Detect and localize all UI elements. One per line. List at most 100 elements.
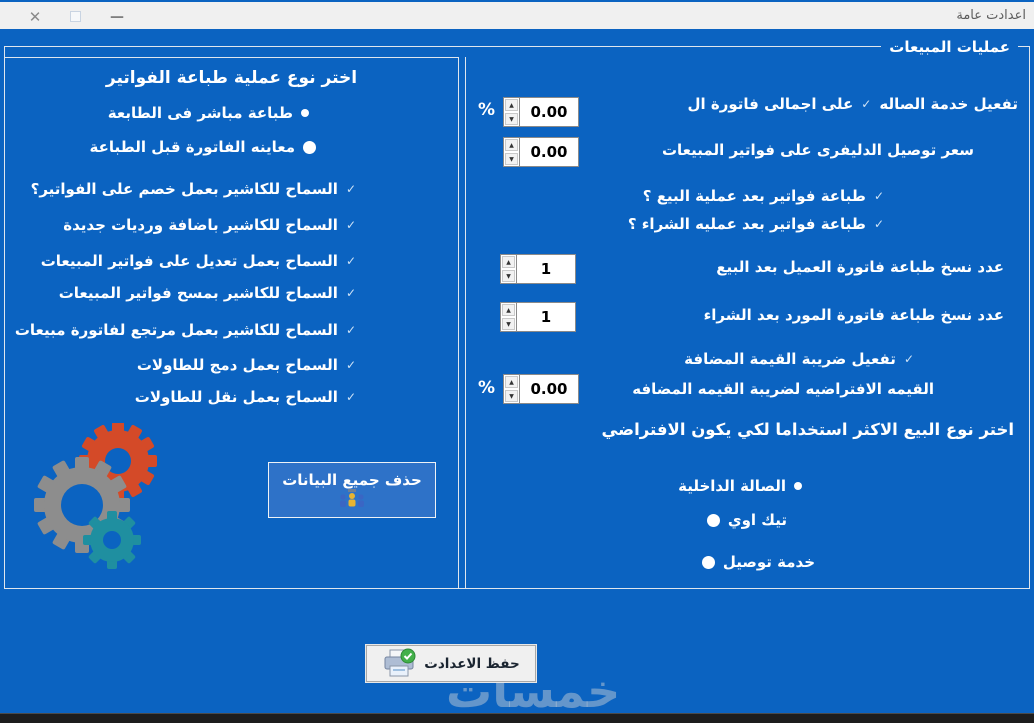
spinner-down-icon[interactable]: ▼ xyxy=(505,153,518,165)
radio-delivery-service[interactable]: خدمة توصيل xyxy=(701,553,815,571)
spinner-arrows[interactable]: ▲ ▼ xyxy=(500,302,516,332)
checkbox-label: السماح للكاشير بمسح فواتير المبيعات xyxy=(58,284,338,302)
meeting-people-icon xyxy=(340,489,364,507)
check-icon: ✓ xyxy=(345,323,356,337)
percent-label: % xyxy=(478,100,496,120)
spinner-down-icon[interactable]: ▼ xyxy=(502,270,515,282)
checkbox-label: السماح للكاشير بعمل خصم على الفواتير؟ xyxy=(30,180,338,198)
delivery-price-spinner[interactable]: ▲ ▼ 0.00 xyxy=(503,137,579,167)
customer-copies-row: عدد نسخ طباعة فاتورة العميل بعد البيع xyxy=(716,258,1004,276)
print-options-header: اختر نوع عملية طباعة الفواتير xyxy=(105,68,358,88)
hall-service-label-left: على اجمالى فاتورة ال xyxy=(687,95,854,113)
customer-copies-value[interactable]: 1 xyxy=(516,254,576,284)
checkbox-print-after-purchase[interactable]: ✓ طباعة فواتير بعد عمليه الشراء ؟ xyxy=(628,215,884,233)
check-icon: ✓ xyxy=(345,358,356,372)
check-icon: ✓ xyxy=(345,254,356,268)
delete-all-data-button[interactable]: حذف جميع البيانات xyxy=(268,462,436,518)
maximize-icon[interactable] xyxy=(62,6,88,28)
checkbox-label: السماح للكاشير باضافة ورديات جديدة xyxy=(63,216,338,234)
check-icon: ✓ xyxy=(345,218,356,232)
spinner-down-icon[interactable]: ▼ xyxy=(505,113,518,125)
spinner-up-icon[interactable]: ▲ xyxy=(502,304,515,316)
checkbox-label: السماح بعمل نقل للطاولات xyxy=(134,388,338,406)
hall-service-spinner[interactable]: ▲ ▼ 0.00 xyxy=(503,97,579,127)
panel-divider xyxy=(465,57,466,589)
radio-selected-icon xyxy=(301,109,309,117)
spinner-up-icon[interactable]: ▲ xyxy=(502,256,515,268)
radio-label: طباعة مباشر فى الطابعة xyxy=(107,104,293,122)
checkbox-delete-invoices[interactable]: ✓ السماح للكاشير بمسح فواتير المبيعات xyxy=(59,284,356,302)
checkbox-merge-tables[interactable]: ✓ السماح بعمل دمج للطاولات xyxy=(137,356,356,374)
checkbox-edit-invoices[interactable]: ✓ السماح بعمل تعديل على فواتير المبيعات xyxy=(41,252,356,270)
checkbox-label: السماح للكاشير بعمل مرتجع لفاتورة مبيعات xyxy=(14,321,338,339)
window-title: اعدادت عامة xyxy=(956,8,1026,23)
bottom-strip xyxy=(0,713,1034,723)
checkbox-label: السماح بعمل دمج للطاولات xyxy=(136,356,338,374)
save-settings-button[interactable]: حفظ الاعدادت xyxy=(366,645,536,682)
checkbox-label: السماح بعمل تعديل على فواتير المبيعات xyxy=(40,252,338,270)
delivery-price-row: سعر توصيل الدليفرى على فواتير المبيعات xyxy=(662,141,974,159)
percent-label: % xyxy=(478,378,496,398)
printer-check-icon xyxy=(384,648,416,676)
check-icon: ✓ xyxy=(345,286,356,300)
vat-default-label: القيمه الافتراضيه لضريبة القيمه المضافه xyxy=(632,380,934,398)
supplier-copies-label: عدد نسخ طباعة فاتورة المورد بعد الشراء xyxy=(703,306,1004,324)
spinner-arrows[interactable]: ▲ ▼ xyxy=(503,137,519,167)
radio-unselected-icon xyxy=(701,555,715,569)
sale-type-header-row: اختر نوع البيع الاكثر استخداما لكي يكون … xyxy=(601,420,1014,439)
radio-take-away[interactable]: تيك اوي xyxy=(706,511,787,529)
checkbox-label: طباعة فواتير بعد عملية البيع ؟ xyxy=(642,187,866,205)
spinner-arrows[interactable]: ▲ ▼ xyxy=(500,254,516,284)
checkbox-move-tables[interactable]: ✓ السماح بعمل نقل للطاولات xyxy=(135,388,356,406)
vat-default-spinner[interactable]: ▲ ▼ 0.00 xyxy=(503,374,579,404)
groupbox-label: عمليات المبيعات xyxy=(881,38,1018,56)
check-icon: ✓ xyxy=(861,97,872,111)
gears-illustration xyxy=(34,423,157,569)
check-icon: ✓ xyxy=(873,217,884,231)
check-icon: ✓ xyxy=(873,189,884,203)
supplier-copies-value[interactable]: 1 xyxy=(516,302,576,332)
print-options-panel: اختر نوع عملية طباعة الفواتير طباعة مباش… xyxy=(4,57,459,589)
spinner-up-icon[interactable]: ▲ xyxy=(505,376,518,388)
checkbox-label: تفعيل ضريبة القيمة المضافة xyxy=(684,350,896,368)
customer-copies-label: عدد نسخ طباعة فاتورة العميل بعد البيع xyxy=(716,258,1004,276)
minimize-icon[interactable]: — xyxy=(110,9,124,25)
radio-label: خدمة توصيل xyxy=(722,553,815,571)
supplier-copies-spinner[interactable]: ▲ ▼ 1 xyxy=(500,302,576,332)
customer-copies-spinner[interactable]: ▲ ▼ 1 xyxy=(500,254,576,284)
checkbox-return-invoice[interactable]: ✓ السماح للكاشير بعمل مرتجع لفاتورة مبيع… xyxy=(15,321,356,339)
spinner-up-icon[interactable]: ▲ xyxy=(505,139,518,151)
delivery-price-label: سعر توصيل الدليفرى على فواتير المبيعات xyxy=(661,141,974,159)
spinner-down-icon[interactable]: ▼ xyxy=(502,318,515,330)
close-icon[interactable]: ✕ xyxy=(28,8,42,26)
spinner-arrows[interactable]: ▲ ▼ xyxy=(503,374,519,404)
hall-service-label-right: تفعيل خدمة الصاله xyxy=(879,95,1018,113)
vat-default-value[interactable]: 0.00 xyxy=(519,374,579,404)
radio-label: الصالة الداخلية xyxy=(678,477,786,495)
radio-internal-hall[interactable]: الصالة الداخلية xyxy=(678,477,802,495)
checkbox-cashier-discount[interactable]: ✓ السماح للكاشير بعمل خصم على الفواتير؟ xyxy=(31,180,356,198)
checkbox-hall-service[interactable]: تفعيل خدمة الصاله ✓ على اجمالى فاتورة ال xyxy=(687,95,1018,113)
hall-service-value[interactable]: 0.00 xyxy=(519,97,579,127)
radio-unselected-icon xyxy=(303,140,316,154)
checkbox-print-after-sale[interactable]: ✓ طباعة فواتير بعد عملية البيع ؟ xyxy=(643,187,884,205)
delivery-price-value[interactable]: 0.00 xyxy=(519,137,579,167)
check-icon: ✓ xyxy=(345,182,356,196)
check-icon: ✓ xyxy=(345,390,356,404)
radio-direct-print[interactable]: طباعة مباشر فى الطابعة xyxy=(108,104,309,122)
spinner-down-icon[interactable]: ▼ xyxy=(505,390,518,402)
spinner-up-icon[interactable]: ▲ xyxy=(505,99,518,111)
radio-label: تيك اوي xyxy=(727,511,787,529)
radio-unselected-icon xyxy=(706,513,720,527)
maximize-box-glyph xyxy=(69,11,81,22)
delete-button-label: حذف جميع البيانات xyxy=(282,471,422,489)
spinner-arrows[interactable]: ▲ ▼ xyxy=(503,97,519,127)
titlebar: ✕ — اعدادت عامة xyxy=(0,0,1034,29)
checkbox-vat-enable[interactable]: ✓ تفعيل ضريبة القيمة المضافة xyxy=(684,350,914,368)
checkbox-label: طباعة فواتير بعد عمليه الشراء ؟ xyxy=(627,215,866,233)
radio-label: معاينه الفاتورة قبل الطباعة xyxy=(89,138,295,156)
checkbox-cashier-shifts[interactable]: ✓ السماح للكاشير باضافة ورديات جديدة xyxy=(63,216,356,234)
radio-selected-icon xyxy=(794,482,802,490)
radio-preview-print[interactable]: معاينه الفاتورة قبل الطباعة xyxy=(90,138,316,156)
